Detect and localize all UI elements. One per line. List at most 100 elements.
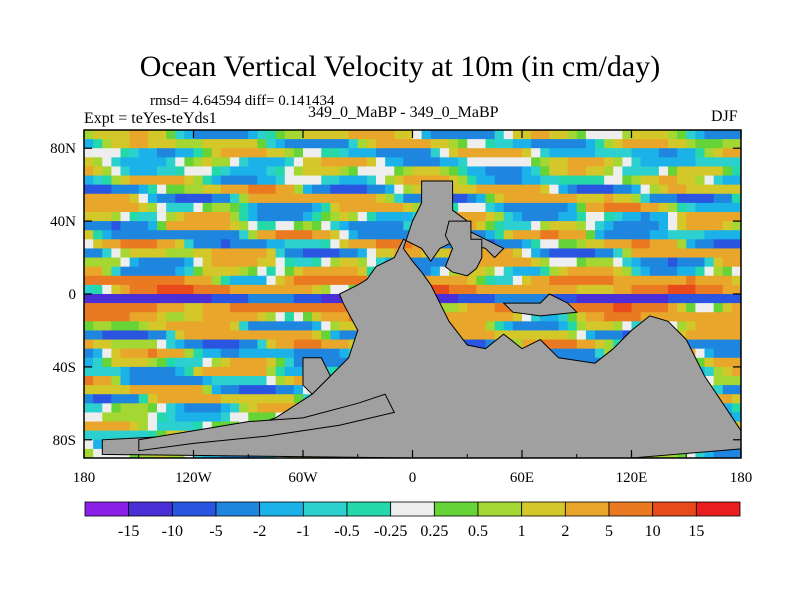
field-cell [622,230,633,240]
field-cell [157,275,167,286]
y-tick-label: 0 [69,287,77,303]
field-cell [522,284,532,295]
field-cell [704,212,715,222]
field-cell [658,139,669,149]
field-cell [558,257,569,268]
field-cell [631,157,642,168]
field-cell [220,412,231,423]
field-cell [175,348,185,359]
field-cell [175,403,185,414]
field-cell [239,212,249,222]
field-cell [549,157,560,168]
field-cell [147,166,158,177]
colorbar-label: -10 [162,523,183,540]
field-cell [284,175,295,186]
field-cell [458,303,468,313]
field-cell [220,257,231,268]
field-cell [102,385,112,395]
field-cell [357,230,368,240]
field-cell [93,221,103,231]
field-cell [522,184,532,195]
field-cell [458,184,468,195]
field-cell [722,330,733,341]
field-cell [686,339,696,350]
field-cell [731,294,741,304]
field-cell [549,139,560,149]
field-cell [248,275,258,286]
field-cell [604,193,614,204]
field-cell [312,157,322,168]
field-cell [166,212,176,222]
field-cell [84,412,94,423]
field-cell [458,330,468,341]
field-cell [731,175,741,186]
field-cell [220,202,231,213]
field-cell [449,175,459,186]
field-cell [93,339,103,350]
x-tick-label: 180 [73,470,96,486]
field-cell [476,139,487,149]
field-cell [576,321,587,332]
field-cell [120,376,131,386]
field-cell [713,339,724,350]
field-cell [722,339,733,350]
field-cell [293,376,304,386]
field-cell [540,221,550,231]
field-cell [102,430,112,441]
land-equatorial-island-east [502,293,578,317]
field-cell [686,130,696,140]
field-cell [686,321,696,332]
field-cell [275,284,286,295]
field-cell [449,139,459,149]
field-cell [540,257,550,268]
field-cell [166,257,176,268]
field-cell [175,421,185,432]
colorbar-swatch [564,501,610,517]
field-cell [567,148,578,158]
field-cell [266,202,277,213]
field-cell [202,421,213,432]
field-cell [549,184,560,195]
field-cell [138,303,149,313]
field-cell [147,385,158,395]
field-cell [677,284,687,295]
field-cell [230,366,240,377]
field-cell [357,175,368,186]
field-cell [129,421,140,432]
field-cell [303,184,313,195]
field-cell [257,403,268,414]
field-cell [330,248,341,259]
field-cell [239,239,249,250]
field-cell [576,193,587,204]
field-cell [439,130,450,140]
field-cell [595,339,605,350]
field-cell [631,266,642,277]
field-cell [175,385,185,395]
field-cell [275,248,286,259]
field-cell [166,166,176,177]
field-cell [111,175,122,186]
field-cell [111,403,122,414]
field-cell [558,248,569,259]
field-cell [138,430,149,441]
field-cell [731,166,741,177]
field-cell [385,193,395,204]
field-cell [129,202,140,213]
field-cell [658,230,669,240]
field-cell [330,139,341,149]
field-cell [312,321,322,332]
field-cell [613,303,623,313]
field-cell [385,184,395,195]
field-cell [713,175,724,186]
field-cell [220,230,231,240]
field-cell [248,321,258,332]
field-cell [147,284,158,295]
field-cell [111,239,122,250]
colorbar-label: -0.5 [334,523,359,540]
field-cell [376,184,386,195]
field-cell [257,212,268,222]
field-cell [266,321,277,332]
field-cell [695,175,706,186]
field-cell [202,385,213,395]
field-cell [303,330,313,341]
